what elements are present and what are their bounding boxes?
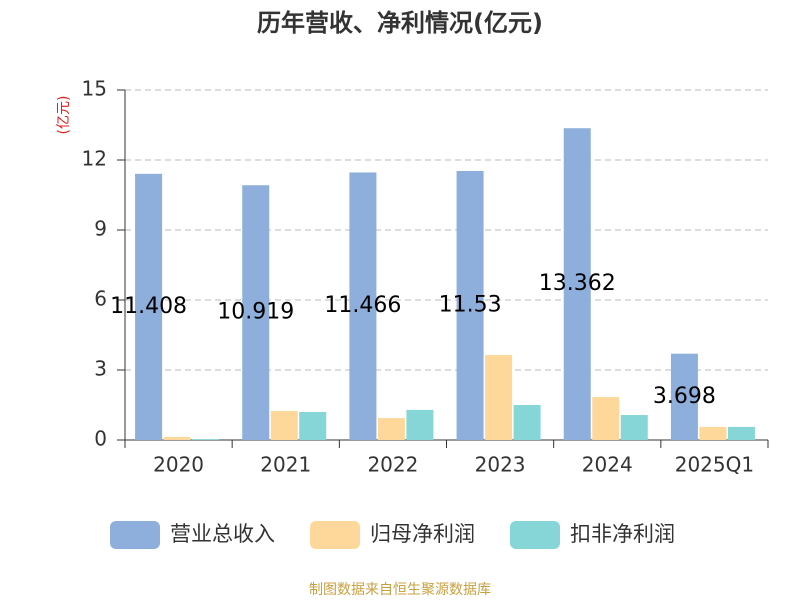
bar [620,415,648,440]
bar [727,426,755,440]
legend-swatch [110,521,160,549]
bar [270,411,298,440]
legend-label: 扣非净利润 [570,522,675,546]
bar [192,439,220,440]
bar [563,128,591,440]
y-tick-label: 9 [94,217,107,241]
data-label: 3.698 [653,384,716,409]
bar [670,353,698,440]
bar [485,355,513,440]
source-note: 制图数据来自恒生聚源数据库 [309,582,491,598]
data-label: 11.408 [110,294,187,319]
bar [406,409,434,440]
y-tick-label: 12 [82,147,107,171]
bar [699,426,727,440]
bar [592,397,620,440]
x-tick-label: 2025Q1 [675,453,754,477]
y-tick-label: 15 [82,77,107,101]
data-label: 10.919 [217,300,294,325]
x-tick-label: 2021 [260,453,311,477]
x-tick-label: 2022 [367,453,418,477]
data-label: 11.53 [439,292,502,317]
data-label: 13.362 [539,271,616,296]
y-tick-label: 0 [94,427,107,451]
y-tick-label: 6 [94,287,107,311]
chart-title: 历年营收、净利情况(亿元) [257,9,543,37]
bar [163,436,191,440]
bar [299,412,327,440]
x-tick-label: 2024 [582,453,633,477]
y-axis-label: (亿元) [56,96,72,135]
bar [349,172,377,440]
legend-label: 归母净利润 [370,522,475,546]
bar [377,418,405,440]
bar [456,170,484,440]
legend-swatch [310,521,360,549]
bar [135,173,163,440]
bar [513,405,541,440]
y-tick-label: 3 [94,357,107,381]
legend-label: 营业总收入 [170,522,275,546]
x-tick-label: 2020 [153,453,204,477]
data-label: 11.466 [324,293,401,318]
x-tick-label: 2023 [475,453,526,477]
bar [242,185,270,440]
legend-swatch [510,521,560,549]
